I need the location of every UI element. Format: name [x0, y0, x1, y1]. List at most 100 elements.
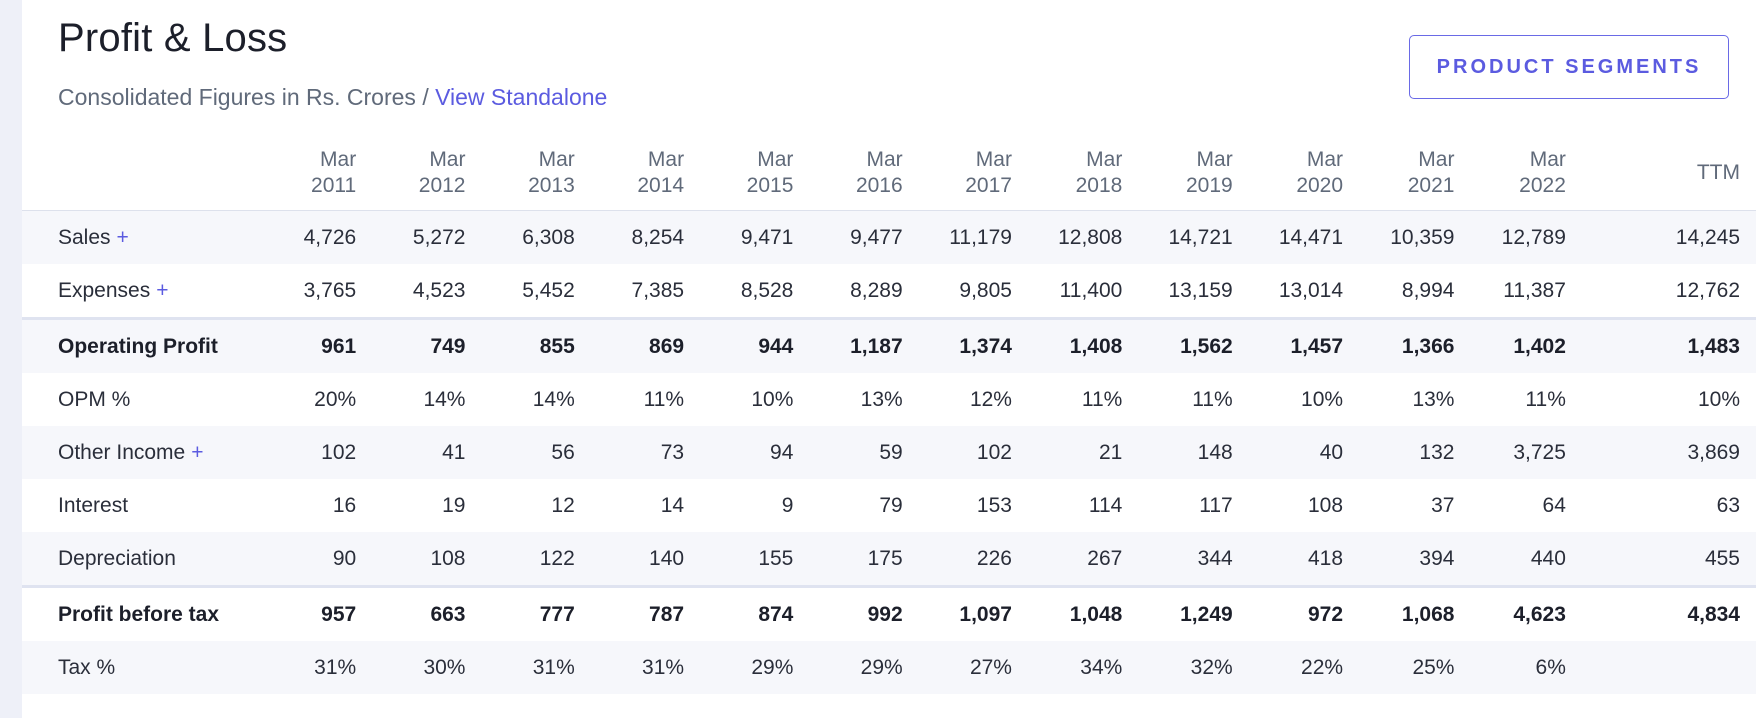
value-cell: 25%: [1359, 641, 1471, 694]
value-cell: 22%: [1248, 641, 1360, 694]
value-cell: 344: [1138, 532, 1249, 587]
column-header-year: 2021: [1407, 174, 1455, 197]
value-cell: 13%: [860, 387, 903, 411]
value-cell: 1,457: [1248, 317, 1360, 373]
value-cell: 4,623: [1470, 585, 1582, 641]
table-row: Depreciation 90 108 122 140 155 175 226 267 344 41…: [22, 532, 1756, 587]
value-cell: 12%: [969, 387, 1012, 411]
value-cell: 394: [1359, 532, 1471, 587]
row-label: Interest: [58, 493, 129, 517]
value-cell: 11%: [643, 387, 685, 411]
column-header-year: 2017: [965, 174, 1012, 197]
value-cell: 40: [1248, 426, 1360, 479]
table-row[interactable]: Other Income +102 41 56 73 94 59 102 21 148 40 132 3…: [22, 426, 1756, 479]
table-row[interactable]: Expenses +3,765 4,523 5,452 7,385 8,528 8,289 9…: [22, 264, 1756, 319]
profit-loss-table: Mar 2011 Mar 2012 Mar 2013 Mar 2014 Mar 2015 Mar 20…: [22, 136, 1756, 694]
column-header-ttm: TTM: [1581, 136, 1756, 211]
view-standalone-link[interactable]: View Standalone: [435, 84, 608, 110]
column-header-month: Mar: [647, 148, 685, 171]
table-row: OPM % 20% 14% 14% 11% 10% 13% 12% 11% 11% 10% 13% 11…: [22, 373, 1756, 426]
column-header-year: 2019: [1185, 174, 1233, 197]
value-cell: 3,765: [303, 278, 357, 302]
value-cell: 1,402: [1470, 317, 1582, 373]
value-cell: 1,374: [918, 317, 1028, 373]
column-header-month: Mar: [1529, 148, 1566, 171]
row-label-cell[interactable]: Sales +: [22, 210, 252, 264]
table-row: Tax % 31% 30% 31% 31% 29% 29% 27% 34% 32% 22% 25% 6%: [22, 641, 1756, 694]
value-cell: 14,721: [1138, 210, 1249, 264]
column-header-year: 2011: [311, 174, 357, 197]
value-cell: 12,789: [1470, 210, 1582, 264]
value-cell: 90: [251, 532, 373, 587]
value-cell: 787: [590, 585, 701, 641]
row-label-cell[interactable]: Other Income +: [22, 426, 252, 479]
value-cell: 10%: [1301, 387, 1344, 411]
row-label-cell[interactable]: Expenses +: [22, 264, 251, 319]
column-header-year: 2015: [746, 174, 794, 197]
value-cell: 11,400: [1059, 278, 1123, 302]
value-cell: 3,869: [1581, 426, 1756, 479]
value-cell: 10%: [1697, 387, 1740, 411]
expand-plus-icon[interactable]: +: [116, 225, 129, 249]
value-cell: 1,483: [1581, 317, 1756, 373]
column-header-month: Mar: [1086, 148, 1123, 171]
column-header: Mar 2015: [700, 136, 810, 211]
expand-plus-icon[interactable]: +: [156, 278, 169, 302]
row-label: Depreciation: [58, 546, 176, 570]
row-label: Other Income: [58, 440, 186, 464]
value-cell: 30%: [372, 641, 482, 694]
value-cell: 29%: [809, 641, 919, 694]
value-cell: 8,994: [1401, 278, 1455, 302]
value-cell: 153: [976, 493, 1012, 517]
row-label-cell: Profit before tax: [22, 585, 252, 641]
value-cell: 102: [251, 426, 373, 479]
row-label-cell: Operating Profit: [22, 317, 252, 373]
column-header: Mar 2013: [481, 136, 591, 211]
value-cell: 4,523: [412, 278, 466, 302]
expand-plus-icon[interactable]: +: [191, 440, 204, 464]
value-cell: 14%: [423, 387, 466, 411]
column-header-month: Mar: [320, 148, 357, 171]
value-cell: 14,245: [1581, 210, 1756, 264]
value-cell: 440: [1470, 532, 1582, 587]
column-header: Mar 2021: [1359, 136, 1471, 211]
column-header-year: 2022: [1519, 174, 1566, 197]
value-cell: 63: [1716, 493, 1740, 517]
value-cell: 20%: [314, 387, 357, 411]
row-label-cell: Tax %: [22, 641, 252, 694]
column-header: Mar 2022: [1470, 136, 1582, 211]
table-row[interactable]: Sales +4,726 5,272 6,308 8,254 9,471 9,477 11,1…: [22, 210, 1756, 264]
value-cell: 226: [918, 532, 1028, 587]
column-header-month: Mar: [866, 148, 903, 171]
value-cell: 108: [372, 532, 482, 587]
value-cell: 32%: [1138, 641, 1249, 694]
value-cell: 1,187: [809, 317, 919, 373]
column-header: Mar 2019: [1138, 136, 1249, 211]
value-cell: 6%: [1470, 641, 1582, 694]
value-cell: 9,477: [809, 210, 919, 264]
column-header-month: Mar: [975, 148, 1012, 171]
value-cell: 140: [590, 532, 701, 587]
product-segments-button[interactable]: PRODUCT SEGMENTS: [1409, 35, 1729, 99]
value-cell: 13%: [1412, 387, 1455, 411]
value-cell: 418: [1248, 532, 1360, 587]
value-cell: 11,179: [918, 210, 1028, 264]
value-cell: 972: [1248, 585, 1360, 641]
row-label: Sales: [58, 225, 111, 249]
value-cell: 12,808: [1027, 210, 1139, 264]
subtitle-separator: /: [415, 84, 436, 110]
value-cell: 1,249: [1138, 585, 1249, 641]
value-cell: 8,289: [850, 278, 903, 302]
subtitle: Consolidated Figures in Rs. Crores / Vie…: [58, 84, 607, 111]
value-cell: 21: [1027, 426, 1139, 479]
value-cell: 961: [251, 317, 373, 373]
value-cell: 155: [700, 532, 810, 587]
column-header: Mar 2016: [809, 136, 919, 211]
row-label: Profit before tax: [58, 602, 220, 626]
value-cell: 1,068: [1359, 585, 1471, 641]
value-cell: 64: [1542, 493, 1566, 517]
value-cell: 132: [1359, 426, 1471, 479]
value-cell: 27%: [918, 641, 1028, 694]
value-cell: 79: [879, 493, 903, 517]
value-cell: 73: [590, 426, 701, 479]
